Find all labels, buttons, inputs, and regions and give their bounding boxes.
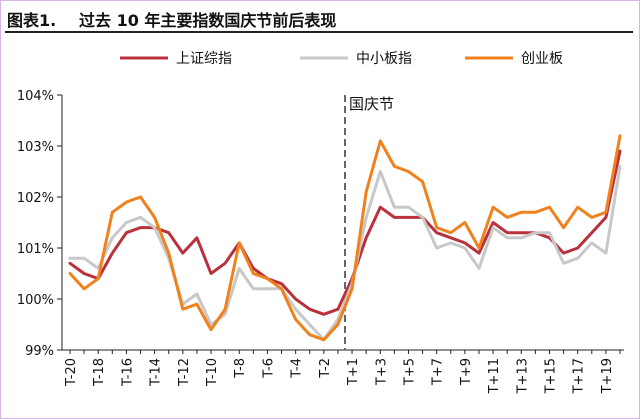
y-tick-label: 103% [17,140,54,155]
x-tick-label: T-2 [318,358,333,379]
x-tick-label: T+11 [487,358,502,394]
holiday-divider: 国庆节 [344,95,394,350]
legend-label: 上证综指 [176,51,232,67]
x-tick-label: T+15 [543,358,558,394]
x-tick-label: T-12 [177,358,192,387]
x-tick-label: T+7 [431,358,446,386]
x-tick-label: T+13 [515,358,530,394]
series-line [68,149,622,316]
holiday-annotation: 国庆节 [349,95,394,113]
legend-label: 中小板指 [356,51,412,67]
x-tick-label: T-20 [64,358,79,387]
y-tick-label: 101% [17,242,54,257]
y-tick-label: 104% [17,89,54,104]
series-line [68,134,622,342]
y-tick-label: 100% [17,293,54,308]
x-tick-label: T-14 [149,358,164,387]
x-tick-label: T+9 [459,358,474,386]
x-tick-label: T+1 [346,358,361,386]
x-tick-label: T+19 [600,358,615,394]
x-tick-label: T-6 [261,358,276,379]
y-tick-label: 102% [17,191,54,206]
legend: 上证综指 中小板指 创业板 [120,51,563,67]
series-line [68,164,622,342]
figure-header: 图表1. 过去 10 年主要指数国庆节前后表现 [5,5,633,33]
x-tick-label: T+5 [402,358,417,386]
y-tick-label: 99% [25,344,54,359]
x-tick-label: T-8 [233,358,248,379]
x-tick-label: T-10 [205,358,220,387]
legend-label: 创业板 [521,51,563,67]
x-tick-label: T+17 [572,358,587,394]
figure-label: 图表1. [7,11,57,30]
x-tick-label: T-16 [120,358,135,387]
x-tick-label: T+3 [374,358,389,386]
axes: 99% 100% 101% 102% 103% 104% T-20 T-18 T-16 T-14 T… [17,89,624,394]
series-lines [68,134,622,342]
x-tick-label: T-4 [290,358,305,379]
x-tick-label: T-18 [92,358,107,387]
figure-title: 过去 10 年主要指数国庆节前后表现 [79,11,337,30]
